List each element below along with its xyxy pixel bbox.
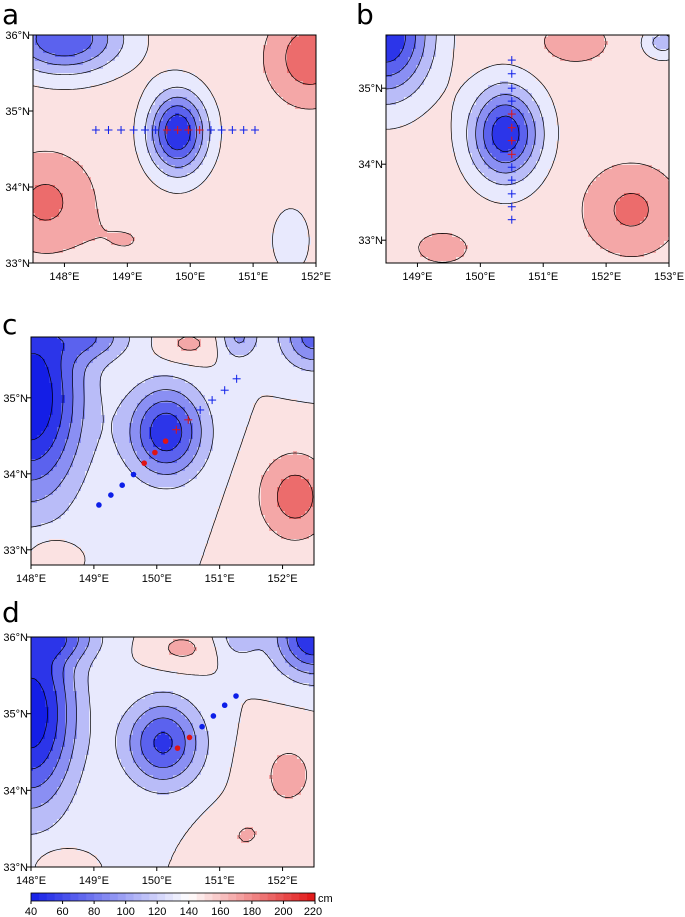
x-tick-label-d: 152°E — [268, 875, 298, 887]
colorbar-segment — [165, 893, 173, 901]
colorbar-segment — [212, 893, 220, 901]
colorbar-tick-label: 200 — [274, 906, 292, 917]
colorbar-segment — [189, 893, 197, 901]
colorbar-segment — [197, 893, 205, 901]
colorbar-segment — [157, 893, 165, 901]
colorbar-segment — [63, 893, 71, 901]
colorbar-segment — [268, 893, 276, 901]
colorbar-segment — [55, 893, 63, 901]
colorbar-segment — [70, 893, 78, 901]
colorbar-segment — [39, 893, 47, 901]
x-tick-label-d: 149°E — [79, 875, 109, 887]
colorbar-segment — [78, 893, 86, 901]
colorbar-segment — [141, 893, 149, 901]
y-tick-label-d: 34°N — [3, 785, 28, 797]
colorbar-tick-label: 160 — [211, 906, 229, 917]
colorbar-segment — [173, 893, 181, 901]
colorbar-segment — [31, 893, 39, 901]
colorbar-segment — [283, 893, 291, 901]
colorbar-tick-label: 100 — [116, 906, 134, 917]
y-tick-label-d: 33°N — [3, 862, 28, 874]
colorbar-segment — [126, 893, 134, 901]
blue-dot-marker — [211, 713, 217, 719]
blue-dot-marker — [222, 702, 228, 708]
colorbar-segment — [94, 893, 102, 901]
y-tick-label-d: 35°N — [3, 709, 28, 721]
map-panel-d: 148°E 149°E 150°E 151°E 152°E 33°N 34°N 35°N 36°… — [0, 0, 685, 897]
blue-dot-marker — [233, 693, 239, 699]
colorbar-tick-label: 220 — [304, 906, 322, 917]
x-tick-label-d: 151°E — [205, 875, 235, 887]
colorbar-segment — [110, 893, 118, 901]
colorbar-unit-label: cm — [318, 893, 333, 905]
colorbar-segment — [236, 893, 244, 901]
blue-dot-marker — [199, 724, 205, 730]
colorbar-segment — [260, 893, 268, 901]
colorbar-segment — [86, 893, 94, 901]
y-tick-label-d: 36°N — [3, 632, 28, 644]
colorbar-segment — [307, 893, 315, 901]
colorbar-tick-label: 180 — [243, 906, 261, 917]
colorbar-segment — [47, 893, 55, 901]
colorbar-tick-label: 60 — [56, 906, 68, 917]
colorbar-segment — [291, 893, 299, 901]
red-dot-marker — [187, 735, 193, 741]
colorbar-tick-label: 40 — [25, 906, 37, 917]
colorbar-segment — [149, 893, 157, 901]
colorbar-segment — [181, 893, 189, 901]
red-dot-marker — [175, 745, 181, 751]
colorbar-segment — [134, 893, 142, 901]
map-svg-d: 148°E 149°E 150°E 151°E 152°E 33°N 34°N 35°N 36°… — [0, 0, 685, 897]
colorbar-segment — [102, 893, 110, 901]
colorbar-segment — [118, 893, 126, 901]
colorbar-tick-label: 120 — [148, 906, 166, 917]
colorbar-segment — [276, 893, 284, 901]
colorbar-segment — [220, 893, 228, 901]
x-tick-label-d: 148°E — [16, 875, 46, 887]
colorbar-segment — [299, 893, 307, 901]
colorbar-segment — [252, 893, 260, 901]
colorbar-tick-label: 140 — [180, 906, 198, 917]
colorbar-segment — [244, 893, 252, 901]
colorbar-segment — [205, 893, 213, 901]
colorbar-segment — [228, 893, 236, 901]
colorbar-tick-label: 80 — [88, 906, 100, 917]
x-tick-label-d: 150°E — [142, 875, 172, 887]
